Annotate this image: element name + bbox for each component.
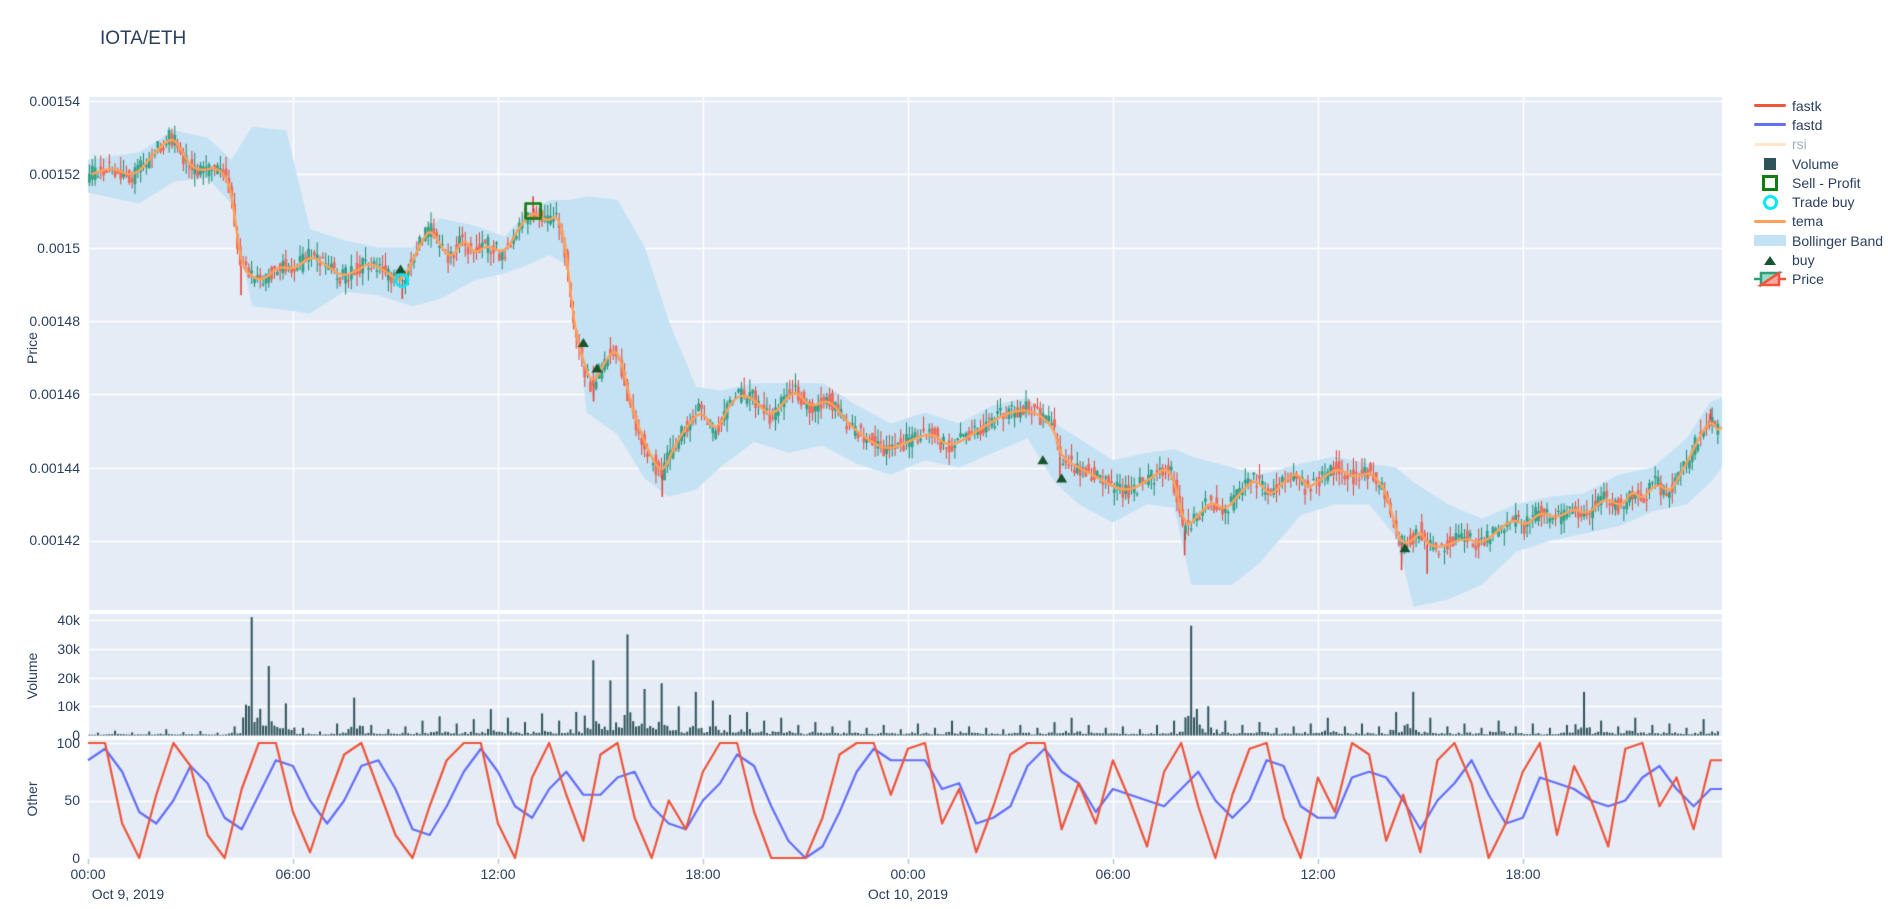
legend-item-label: fastd (1792, 116, 1823, 133)
x-axis-date-label: Oct 9, 2019 (91, 886, 165, 902)
price-axis-tick: 0.0015 (37, 240, 80, 256)
other-axis-tick: 100 (56, 735, 80, 751)
legend-item-label: Trade buy (1792, 194, 1855, 211)
buy-triangle-swatch-icon (1752, 255, 1788, 265)
legend-item-buy[interactable]: buy (1752, 250, 1886, 269)
volume-axis-tick: 0 (72, 727, 80, 743)
x-axis-tick: 18:00 (685, 866, 721, 882)
x-axis-tick: 18:00 (1505, 866, 1541, 882)
x-axis-tick: 00:00 (890, 866, 926, 882)
volume-axis-tick: 40k (57, 612, 80, 628)
legend-item-label: Price (1792, 271, 1824, 288)
page-title: IOTA/ETH (100, 28, 187, 49)
x-axis-tick: 06:00 (275, 866, 311, 882)
legend-item-rsi[interactable]: rsi (1752, 135, 1886, 154)
legend-item-label: Volume (1792, 155, 1839, 172)
price-axis-tick: 0.00148 (29, 313, 80, 329)
x-axis-date-label: Oct 10, 2019 (867, 886, 949, 902)
other-axis-title: Other (24, 781, 40, 817)
legend-item-fastk[interactable]: fastk (1752, 96, 1886, 115)
legend-item-label: rsi (1792, 136, 1807, 153)
legend-item-tema[interactable]: tema (1752, 212, 1886, 231)
legend-item-sell-profit[interactable]: Sell - Profit (1752, 173, 1886, 192)
x-axis-tick: 12:00 (1300, 866, 1336, 882)
legend: fastk fastd rsi Volume Sell - Profit Tra… (1752, 96, 1886, 289)
tema-line-swatch-icon (1752, 219, 1788, 223)
volume-axis-tick: 10k (57, 698, 80, 714)
legend-item-label: Sell - Profit (1792, 174, 1861, 191)
x-axis-tick: 06:00 (1095, 866, 1131, 882)
price-axis-tick: 0.00142 (29, 532, 80, 548)
legend-item-fastd[interactable]: fastd (1752, 115, 1886, 134)
volume-square-swatch-icon (1752, 157, 1788, 170)
bollinger-band-swatch-icon (1752, 235, 1788, 247)
price-candlestick-swatch-icon (1752, 270, 1788, 288)
volume-axis-title: Volume (24, 652, 40, 700)
x-axis-tick: 00:00 (70, 866, 106, 882)
fastk-line-swatch-icon (1752, 104, 1788, 108)
legend-item-trade-buy[interactable]: Trade buy (1752, 192, 1886, 211)
price-axis-tick: 0.00144 (29, 460, 80, 476)
volume-axis-tick: 20k (57, 670, 80, 686)
x-axis-tick: 12:00 (480, 866, 516, 882)
price-axis-title: Price (24, 332, 40, 364)
price-axis-tick: 0.00146 (29, 386, 80, 402)
price-axis-tick: 0.00154 (29, 93, 80, 109)
legend-item-label: Bollinger Band (1792, 232, 1884, 249)
legend-item-label: fastk (1792, 97, 1822, 114)
fastd-line-swatch-icon (1752, 123, 1788, 127)
legend-item-bollinger-band[interactable]: Bollinger Band (1752, 231, 1886, 250)
volume-axis-tick: 30k (57, 641, 80, 657)
trade-buy-circle-swatch-icon (1752, 194, 1788, 210)
legend-item-volume[interactable]: Volume (1752, 154, 1886, 173)
legend-item-label: tema (1792, 213, 1824, 230)
other-axis-tick: 0 (72, 850, 80, 866)
rsi-line-swatch-icon (1752, 142, 1788, 146)
price-axis-tick: 0.00152 (29, 166, 80, 182)
legend-item-price[interactable]: Price (1752, 270, 1886, 289)
sell-profit-square-swatch-icon (1752, 174, 1788, 191)
legend-item-label: buy (1792, 252, 1815, 269)
other-axis-tick: 50 (64, 792, 80, 808)
